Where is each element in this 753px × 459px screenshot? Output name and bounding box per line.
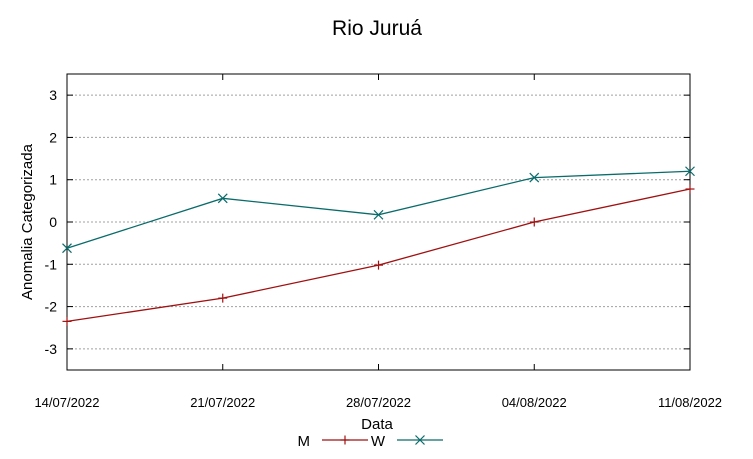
y-axis-label: Anomalia Categorizada [19,143,36,300]
plus-marker [340,435,350,445]
plus-marker [685,184,695,194]
x-marker [529,172,540,183]
x-tick-label: 28/07/2022 [346,395,411,410]
chart-title: Rio Juruá [332,17,422,40]
gridlines [67,94,690,350]
y-tick-label: -2 [45,299,58,315]
x-marker [62,243,72,254]
y-tick-label: 1 [49,172,57,188]
plus-marker [529,217,539,227]
x-tick-label: 04/08/2022 [502,395,567,410]
legend-label-M: M [298,433,311,450]
y-tick-label: 3 [49,87,57,103]
x-marker [373,209,384,220]
series-lines [62,166,695,326]
x-marker [217,193,228,204]
x-tick-label: 14/07/2022 [34,395,99,410]
x-marker [685,166,695,177]
series-line-W [66,170,691,249]
plus-marker [218,293,228,303]
plus-marker [374,260,383,270]
y-axis-ticks: 3 2 1 0 -1 -2 -3 [45,87,690,357]
plus-marker [62,316,72,326]
y-tick-label: -3 [45,341,58,357]
y-tick-label: 2 [49,129,57,145]
y-tick-label: 0 [49,214,57,230]
y-tick-label: -1 [45,256,58,272]
x-axis-label: Data [361,416,393,433]
x-axis-ticks: 14/07/2022 21/07/2022 28/07/2022 04/08/2022… [34,74,722,410]
x-marker [415,435,425,445]
legend-label-W: W [371,433,386,450]
series-line-M [66,188,691,323]
x-tick-label: 21/07/2022 [190,395,255,410]
x-tick-label: 11/08/2022 [658,395,722,410]
